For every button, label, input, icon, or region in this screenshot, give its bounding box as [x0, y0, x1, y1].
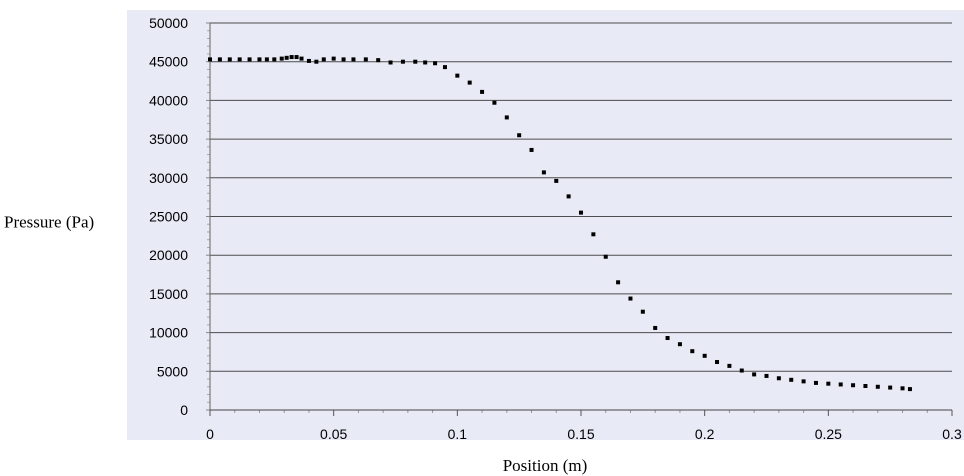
data-point	[505, 115, 509, 119]
y-tick-label: 25000	[149, 209, 188, 225]
data-point	[342, 57, 346, 61]
data-point	[433, 61, 437, 65]
data-point	[492, 101, 496, 105]
data-point	[641, 310, 645, 314]
data-point	[413, 60, 417, 64]
data-point	[423, 60, 427, 64]
data-point	[616, 280, 620, 284]
data-point	[542, 170, 546, 174]
data-point	[567, 194, 571, 198]
data-point	[208, 57, 212, 61]
data-point	[332, 57, 336, 61]
data-point	[678, 342, 682, 346]
x-axis-title: Position (m)	[503, 456, 588, 475]
data-point	[826, 382, 830, 386]
data-point	[653, 326, 657, 330]
data-point	[839, 382, 843, 386]
data-point	[389, 60, 393, 64]
x-tick-label: 0.25	[815, 426, 842, 442]
data-point	[401, 60, 405, 64]
data-point	[468, 81, 472, 85]
data-point	[554, 179, 558, 183]
data-point	[591, 232, 595, 236]
y-tick-label: 10000	[149, 325, 188, 341]
data-point	[908, 387, 912, 391]
data-point	[228, 57, 232, 61]
data-point	[285, 56, 289, 60]
data-point	[300, 57, 304, 61]
data-point	[257, 57, 261, 61]
data-point	[814, 381, 818, 385]
data-point	[443, 65, 447, 69]
data-point	[530, 148, 534, 152]
y-tick-label: 15000	[149, 286, 188, 302]
data-point	[740, 369, 744, 373]
data-point	[295, 55, 299, 59]
data-point	[863, 384, 867, 388]
data-point	[290, 55, 294, 59]
data-point	[314, 60, 318, 64]
data-point	[765, 374, 769, 378]
data-point	[280, 57, 284, 61]
data-point	[703, 354, 707, 358]
data-point	[480, 90, 484, 94]
data-point	[789, 378, 793, 382]
data-point	[888, 386, 892, 390]
x-tick-label: 0.15	[567, 426, 594, 442]
data-point	[376, 58, 380, 62]
data-point	[238, 57, 242, 61]
y-tick-label: 50000	[149, 15, 188, 31]
data-point	[727, 364, 731, 368]
x-tick-label: 0.2	[695, 426, 715, 442]
x-tick-label: 0.1	[448, 426, 468, 442]
data-point	[218, 57, 222, 61]
data-point	[248, 57, 252, 61]
data-point	[777, 376, 781, 380]
data-point	[628, 297, 632, 301]
x-tick-label: 0	[206, 426, 214, 442]
y-tick-label: 45000	[149, 54, 188, 70]
y-tick-label: 0	[180, 402, 188, 418]
x-tick-label: 0.05	[320, 426, 347, 442]
y-tick-label: 40000	[149, 92, 188, 108]
data-point	[455, 74, 459, 78]
data-point	[272, 57, 276, 61]
y-axis-title: Pressure (Pa)	[4, 213, 94, 232]
data-point	[876, 385, 880, 389]
x-tick-label: 0.3	[942, 426, 962, 442]
y-tick-label: 5000	[157, 363, 188, 379]
data-point	[307, 59, 311, 63]
data-point	[690, 349, 694, 353]
data-point	[752, 372, 756, 376]
data-point	[802, 379, 806, 383]
data-point	[265, 57, 269, 61]
y-tick-label: 20000	[149, 247, 188, 263]
data-point	[715, 360, 719, 364]
data-point	[666, 336, 670, 340]
data-point	[517, 133, 521, 137]
data-point	[901, 386, 905, 390]
data-point	[579, 211, 583, 215]
y-tick-label: 35000	[149, 131, 188, 147]
data-point	[351, 57, 355, 61]
y-tick-label: 30000	[149, 170, 188, 186]
data-point	[851, 383, 855, 387]
data-point	[604, 255, 608, 259]
data-point	[322, 57, 326, 61]
data-point	[364, 57, 368, 61]
